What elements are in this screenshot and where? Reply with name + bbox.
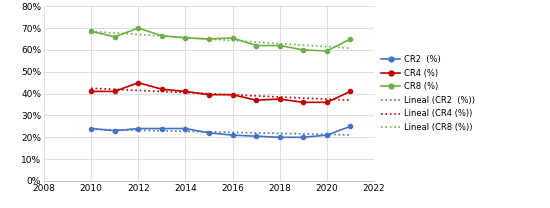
Legend: CR2  (%), CR4 (%), CR8 (%), Lineal (CR2  (%)), Lineal (CR4 (%)), Lineal (CR8 (%): CR2 (%), CR4 (%), CR8 (%), Lineal (CR2 (…: [382, 55, 475, 132]
